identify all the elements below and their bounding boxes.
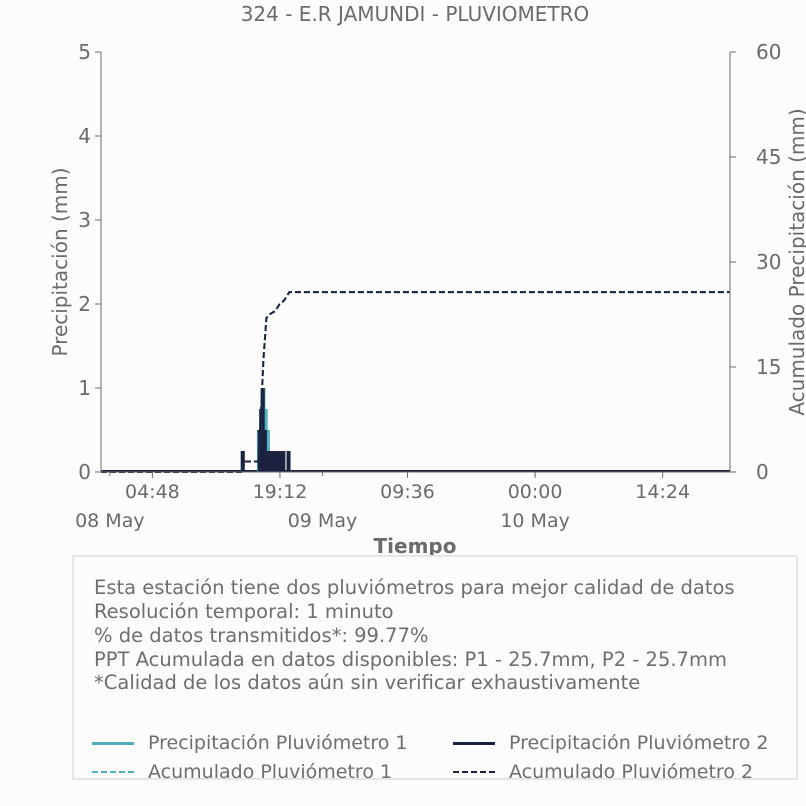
line-accum-p1 [101,291,730,473]
bar-p2 [279,451,284,472]
x-tick-label: 19:12 [253,481,308,503]
x-tick-label: 04:48 [125,481,180,503]
bar-p2 [262,430,267,472]
y-tick-label-left: 3 [78,208,91,232]
legend-label: Precipitación Pluviómetro 1 [148,732,408,754]
bar-p2 [272,451,277,472]
plot-area [101,291,730,473]
bar-p2 [240,451,245,472]
legend-label: Precipitación Pluviómetro 2 [509,732,769,754]
y-tick-label-left: 0 [78,460,91,484]
y-tick-label-right: 30 [756,250,781,274]
y-tick-label-left: 2 [78,292,91,316]
legend-swatch-solid [453,742,495,745]
info-line-quality-note: *Calidad de los datos aún sin verificar … [94,671,641,694]
y-axis-label-right: Acumulado Precipitación (mm) [785,108,806,415]
bar-p2 [281,451,286,472]
x-date-label: 08 May [75,510,145,532]
info-line-resolution: Resolución temporal: 1 minuto [94,600,394,623]
x-tick-label: 09:36 [380,481,435,503]
legend-swatch-dashed [453,771,495,773]
bar-p2 [286,451,291,472]
y-tick-label-left: 1 [78,376,91,400]
x-date-label: 10 May [500,510,570,532]
x-date-label: 09 May [288,510,358,532]
y-tick-label-right: 60 [756,40,781,64]
y-tick-label-left: 4 [78,124,91,148]
y-tick-label-left: 5 [78,40,91,64]
y-tick-label-right: 15 [756,355,781,379]
info-box: Esta estación tiene dos pluviómetros par… [72,555,798,783]
y-axis-label-left: Precipitación (mm) [48,167,72,356]
bar-p2 [270,451,275,472]
chart-title: 324 - E.R JAMUNDI - PLUVIOMETRO [241,2,590,26]
info-line-accumulated: PPT Acumulada en datos disponibles: P1 -… [94,648,727,671]
bar-p2 [274,451,279,472]
legend-label: Acumulado Pluviómetro 2 [509,761,754,783]
legend-swatch-dashed [92,771,134,773]
bar-p2 [268,451,273,472]
chart: 324 - E.R JAMUNDI - PLUVIOMETRO 01234501… [48,2,806,556]
info-line-transmitted: % de datos transmitidos*: 99.77% [94,624,429,647]
y-tick-label-right: 0 [756,460,769,484]
y-tick-label-right: 45 [756,145,781,169]
bar-p2 [276,451,281,472]
x-tick-label: 00:00 [508,481,563,503]
x-tick-label: 14:24 [635,481,690,503]
bar-p2 [260,388,265,472]
info-line-stations: Esta estación tiene dos pluviómetros par… [94,576,735,599]
bar-p2 [265,451,270,472]
legend-swatch-solid [92,742,134,745]
x-axis-label: Tiempo [374,534,457,556]
line-accum-p2 [101,291,730,473]
legend-label: Acumulado Pluviómetro 1 [148,761,393,783]
